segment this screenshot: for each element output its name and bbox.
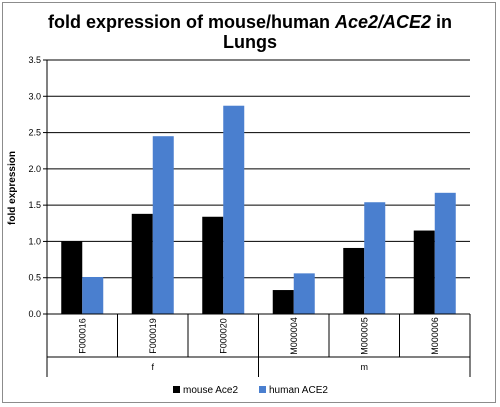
chart-frame xyxy=(2,2,496,403)
bar-mouse-M000006 xyxy=(413,230,435,314)
bar-human-F000020 xyxy=(223,105,245,314)
bar-human-M000006 xyxy=(434,192,456,314)
legend-label: human ACE2 xyxy=(269,385,328,396)
category-label: M000004 xyxy=(289,317,299,355)
legend: mouse Ace2 human ACE2 xyxy=(173,385,328,396)
bar-mouse-F000019 xyxy=(131,213,153,314)
y-tick-label: 0.0 xyxy=(28,309,41,319)
title-suffix: in xyxy=(431,12,452,32)
x-axis: F000016 F000019 F000020 M000004 M000005 M0000… xyxy=(46,60,471,377)
bar-mouse-M000005 xyxy=(343,247,365,314)
y-tick-label: 1.0 xyxy=(28,236,41,246)
y-tick-label: 0.5 xyxy=(28,273,41,283)
bar-human-M000005 xyxy=(364,202,386,314)
category-label: F000019 xyxy=(148,318,158,354)
chart-title-line1: fold expression of mouse/human Ace2/ACE2… xyxy=(48,12,452,32)
y-tick-label: 3.0 xyxy=(28,91,41,101)
legend-label: mouse Ace2 xyxy=(183,385,238,396)
bar-mouse-M000004 xyxy=(272,290,294,314)
y-tick-label: 3.5 xyxy=(28,55,41,65)
category-label: F000020 xyxy=(218,318,228,354)
y-tick-label: 2.5 xyxy=(28,128,41,138)
category-label: F000016 xyxy=(77,318,87,354)
group-label: f xyxy=(151,362,154,372)
bar-human-F000016 xyxy=(82,276,104,314)
y-tick-label: 2.0 xyxy=(28,164,41,174)
title-italic: Ace2/ACE2 xyxy=(334,12,431,32)
title-prefix: fold expression of mouse/human xyxy=(48,12,335,32)
y-axis-ticks: 0.0 0.5 1.0 1.5 2.0 2.5 3.0 3.5 xyxy=(28,55,47,319)
category-label: M000005 xyxy=(359,317,369,355)
legend-swatch xyxy=(259,386,266,393)
legend-swatch xyxy=(173,386,180,393)
bars xyxy=(61,105,456,314)
bar-human-M000004 xyxy=(293,273,315,314)
category-label: M000006 xyxy=(430,317,440,355)
y-axis-label: fold expression xyxy=(7,151,18,225)
gridlines xyxy=(47,59,470,315)
bar-mouse-F000016 xyxy=(61,241,83,314)
y-tick-label: 1.5 xyxy=(28,200,41,210)
chart-title-line2: Lungs xyxy=(223,32,277,52)
bar-mouse-F000020 xyxy=(202,216,224,314)
group-label: m xyxy=(361,362,369,372)
bar-human-F000019 xyxy=(152,136,174,314)
